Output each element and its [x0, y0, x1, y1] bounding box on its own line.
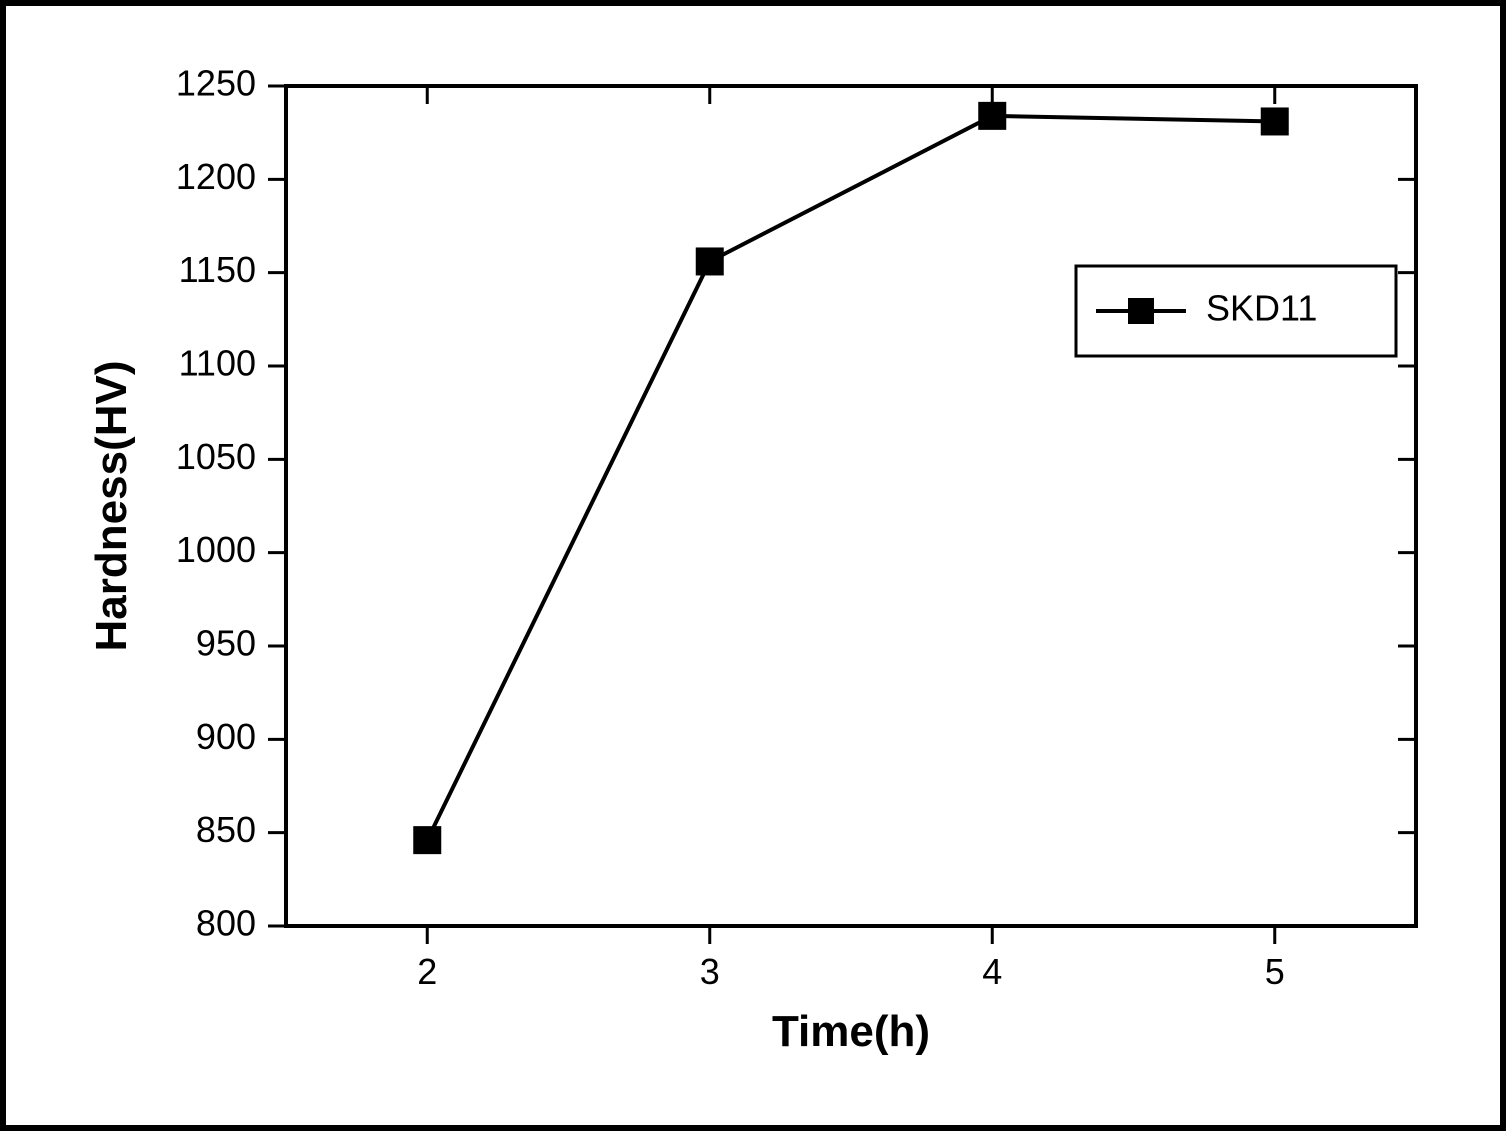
- y-tick-label: 950: [196, 623, 256, 664]
- y-tick-label: 1150: [179, 249, 256, 290]
- x-tick-label: 3: [700, 951, 720, 992]
- figure-frame: 800 850 900 950 1000 1050 1100 1150 1200 1250 2 3 4 5…: [0, 0, 1506, 1131]
- y-tick-label: 1200: [176, 156, 256, 197]
- y-tick-label: 850: [196, 809, 256, 850]
- y-tick-label: 800: [196, 903, 256, 944]
- x-tick-label: 4: [982, 951, 1002, 992]
- x-tick-label: 5: [1265, 951, 1285, 992]
- plot-area: [286, 86, 1416, 926]
- legend-marker-icon: [1128, 298, 1154, 324]
- y-tick-label: 1050: [176, 436, 256, 477]
- y-axis-label: Hardness(HV): [87, 361, 136, 652]
- x-axis-label: Time(h): [772, 1007, 930, 1056]
- y-tick-label: 1250: [176, 63, 256, 104]
- series-marker-skd11: [697, 248, 723, 274]
- chart-container: 800 850 900 950 1000 1050 1100 1150 1200 1250 2 3 4 5…: [56, 56, 1462, 1087]
- y-tick-label: 900: [196, 716, 256, 757]
- y-tick-label: 1100: [179, 343, 256, 384]
- series-marker-skd11: [1262, 108, 1288, 134]
- series-marker-skd11: [979, 103, 1005, 129]
- y-tick-label: 1000: [176, 529, 256, 570]
- legend-label: SKD11: [1206, 288, 1317, 329]
- x-tick-label: 2: [417, 951, 437, 992]
- series-marker-skd11: [414, 827, 440, 853]
- hardness-vs-time-chart: 800 850 900 950 1000 1050 1100 1150 1200 1250 2 3 4 5…: [56, 56, 1462, 1087]
